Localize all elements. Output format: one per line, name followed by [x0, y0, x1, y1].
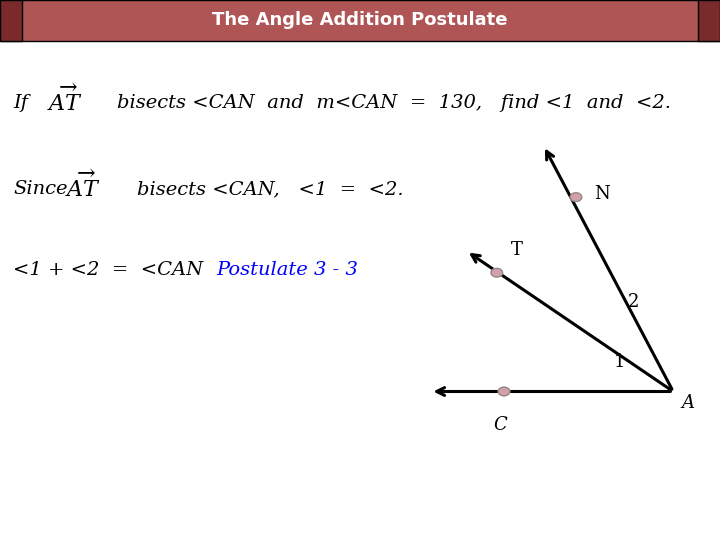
Circle shape — [498, 387, 510, 396]
Circle shape — [570, 193, 582, 201]
FancyBboxPatch shape — [0, 0, 22, 40]
Text: C: C — [493, 416, 508, 434]
Text: The Angle Addition Postulate: The Angle Addition Postulate — [212, 11, 508, 29]
Text: bisects <CAN,   <1  =  <2.: bisects <CAN, <1 = <2. — [137, 180, 403, 198]
Circle shape — [491, 268, 503, 277]
Text: Postulate 3 - 3: Postulate 3 - 3 — [216, 261, 358, 279]
Text: <1 + <2  =  <CAN: <1 + <2 = <CAN — [13, 261, 203, 279]
FancyBboxPatch shape — [0, 0, 720, 40]
Text: T: T — [511, 241, 523, 259]
FancyBboxPatch shape — [698, 0, 720, 40]
Text: bisects <CAN  and  m<CAN  =  130,   find <1  and  <2.: bisects <CAN and m<CAN = 130, find <1 an… — [117, 94, 670, 112]
Text: 1: 1 — [613, 353, 625, 371]
Text: If: If — [13, 94, 28, 112]
Text: 2: 2 — [628, 293, 639, 312]
Text: N: N — [594, 185, 610, 204]
Text: $\overrightarrow{AT}$: $\overrightarrow{AT}$ — [65, 169, 101, 201]
Text: $\overrightarrow{AT}$: $\overrightarrow{AT}$ — [47, 83, 83, 114]
Text: Since: Since — [13, 180, 68, 198]
Text: A: A — [682, 394, 695, 412]
